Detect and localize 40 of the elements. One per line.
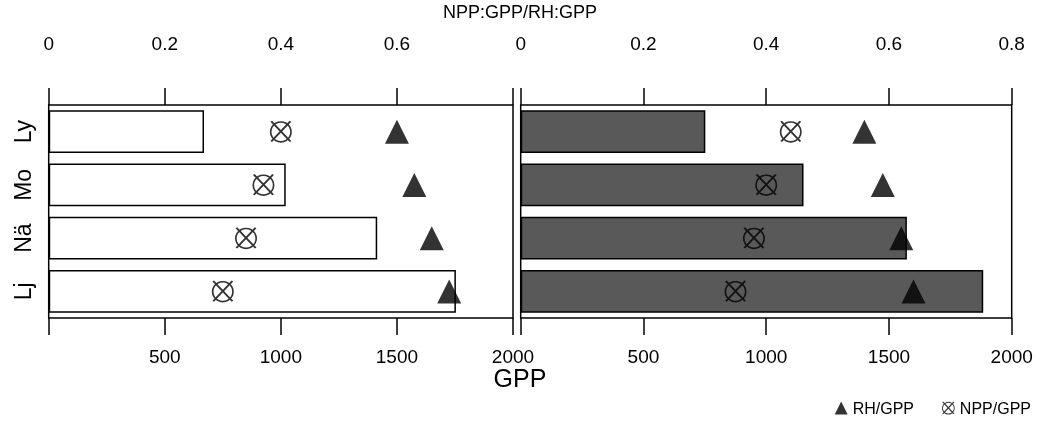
legend-label: NPP/GPP bbox=[959, 399, 1032, 417]
x2-tick-label: 0.6 bbox=[875, 33, 903, 54]
x2-tick-label: 0.2 bbox=[151, 33, 178, 54]
y-tick-label: Mo bbox=[10, 168, 37, 201]
x-tick-label: 500 bbox=[148, 346, 181, 367]
x2-axis-title: NPP:GPP/RH:GPP bbox=[441, 2, 598, 23]
point bbox=[235, 227, 257, 249]
point bbox=[755, 173, 777, 196]
x2-tick-label: 0 bbox=[515, 33, 526, 54]
x2-tick-label: 0.4 bbox=[752, 33, 780, 54]
x2-tick-label: 0 bbox=[43, 33, 54, 54]
point bbox=[419, 226, 444, 251]
point bbox=[437, 279, 462, 304]
y-tick-label: Ly bbox=[10, 119, 37, 144]
x-tick-label: 1500 bbox=[867, 346, 911, 367]
x2-tick-label: 0.2 bbox=[630, 33, 657, 54]
x2-tick-label: 0.6 bbox=[383, 33, 411, 54]
point bbox=[270, 120, 292, 143]
point bbox=[725, 280, 746, 302]
y-tick-label: Lj bbox=[10, 282, 37, 301]
point bbox=[901, 279, 926, 304]
x-tick-label: 2000 bbox=[491, 346, 535, 367]
point bbox=[852, 119, 877, 144]
point bbox=[780, 120, 802, 143]
legend-label: RH/GPP bbox=[852, 399, 915, 417]
y-tick-label: Nä bbox=[10, 223, 37, 253]
x-tick-label: 1000 bbox=[745, 346, 788, 367]
x-tick-label: 500 bbox=[627, 346, 660, 367]
point bbox=[212, 280, 234, 302]
x2-tick-label: 0.8 bbox=[998, 33, 1025, 54]
point bbox=[402, 172, 427, 197]
point bbox=[384, 119, 409, 144]
x2-tick-label: 0.4 bbox=[267, 33, 295, 54]
x-tick-label: 2000 bbox=[990, 346, 1033, 367]
x-tick-label: 1000 bbox=[259, 346, 302, 367]
x-tick-label: 1500 bbox=[375, 346, 419, 367]
point bbox=[889, 226, 914, 251]
point bbox=[870, 172, 895, 197]
x-axis-title: GPP bbox=[493, 364, 547, 392]
point bbox=[743, 227, 765, 249]
